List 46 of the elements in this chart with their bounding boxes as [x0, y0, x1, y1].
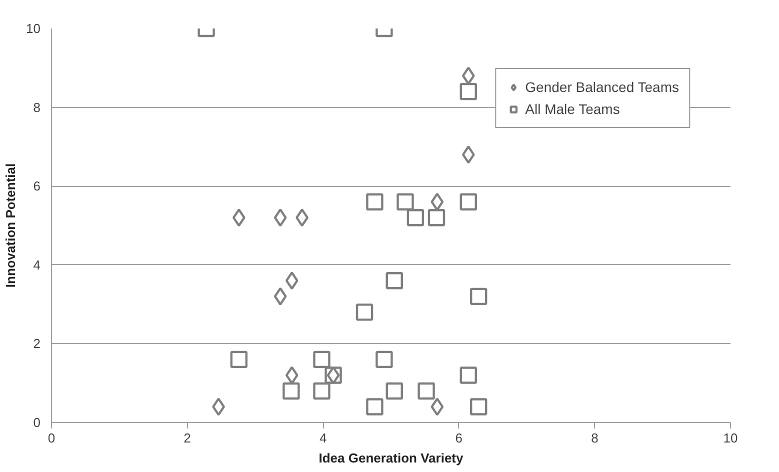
y-tick-label: 8: [33, 100, 41, 115]
point: [430, 398, 444, 416]
point: [460, 82, 478, 100]
point: [386, 272, 403, 290]
point: [274, 287, 287, 306]
y-tick-label: 4: [33, 257, 41, 272]
point: [313, 382, 330, 400]
point: [313, 350, 330, 368]
point: [470, 288, 488, 306]
y-tick-label: 10: [26, 21, 41, 36]
point: [462, 66, 475, 85]
y-tick-label: 6: [33, 178, 41, 194]
point: [285, 272, 298, 290]
point: [396, 193, 414, 210]
x-tick-label: 4: [319, 430, 327, 446]
y-axis-title: Innovation Potential: [3, 163, 18, 288]
legend-label: Gender Balanced Teams: [525, 79, 679, 95]
y-tick-label: 0: [33, 415, 41, 430]
y-tick-label: 2: [33, 336, 41, 352]
point: [406, 209, 424, 226]
x-tick-label: 2: [184, 430, 191, 446]
point: [296, 208, 308, 227]
legend-label: All Male Teams: [525, 101, 620, 117]
point: [366, 193, 384, 210]
point: [462, 145, 475, 164]
point: [282, 382, 300, 400]
x-tick-label: 10: [723, 430, 738, 446]
point: [232, 208, 246, 227]
point: [386, 382, 403, 400]
x-tick-label: 6: [455, 430, 463, 446]
point: [470, 398, 488, 416]
point: [285, 366, 298, 384]
x-tick-label: 0: [48, 430, 56, 446]
point: [460, 366, 478, 384]
point: [376, 350, 393, 368]
x-axis-title: Idea Generation Variety: [318, 450, 464, 466]
point: [460, 193, 478, 210]
point: [230, 350, 248, 368]
point: [418, 382, 435, 400]
point: [212, 398, 225, 416]
point: [366, 398, 384, 416]
point: [430, 192, 444, 211]
x-tick-label: 8: [591, 430, 598, 446]
point: [428, 209, 446, 226]
point: [274, 208, 287, 227]
point: [356, 304, 374, 321]
